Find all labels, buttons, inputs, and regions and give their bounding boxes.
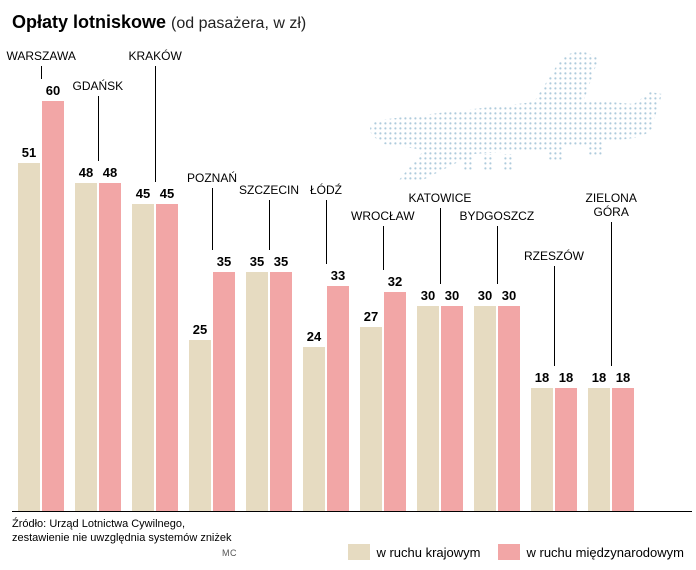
swatch-miedz: [498, 544, 520, 560]
bar-krajowy: 30: [474, 306, 496, 511]
bar-chart: 5160WARSZAWA4848GDAŃSK4545KRAKÓW2535POZN…: [12, 42, 692, 512]
bar-group: 2732: [360, 42, 406, 512]
bar-value: 51: [18, 145, 40, 160]
bar-value: 33: [327, 268, 349, 283]
bar-value: 30: [498, 288, 520, 303]
leader-line: [269, 200, 270, 250]
bar-miedz: 18: [555, 388, 577, 511]
bar-miedz: 32: [384, 292, 406, 511]
city-label: POZNAŃ: [187, 172, 237, 186]
bar-miedz: 30: [498, 306, 520, 511]
leader-line: [98, 96, 99, 161]
swatch-krajowy: [348, 544, 370, 560]
bar-value: 18: [555, 370, 577, 385]
city-label: RZESZÓW: [524, 250, 584, 264]
bar-value: 48: [99, 165, 121, 180]
leader-line: [611, 222, 612, 366]
bar-krajowy: 35: [246, 272, 268, 511]
bar-value: 24: [303, 329, 325, 344]
credit: MC: [222, 548, 237, 558]
bar-value: 18: [612, 370, 634, 385]
city-label: KATOWICE: [409, 192, 472, 206]
legend-item-miedz: w ruchu międzynarodowym: [498, 544, 684, 560]
chart-title-row: Opłaty lotniskowe (od pasażera, w zł): [0, 0, 696, 33]
bar-group: 5160: [18, 42, 64, 512]
leader-line: [497, 226, 498, 284]
leader-line: [212, 188, 213, 250]
bar-value: 32: [384, 274, 406, 289]
chart-title: Opłaty lotniskowe: [12, 12, 166, 32]
bar-value: 27: [360, 309, 382, 324]
bar-value: 48: [75, 165, 97, 180]
leader-line: [554, 266, 555, 366]
bar-miedz: 33: [327, 286, 349, 512]
city-label: WROCŁAW: [351, 210, 415, 224]
bar-krajowy: 30: [417, 306, 439, 511]
city-label: GDAŃSK: [73, 80, 124, 94]
bar-value: 35: [246, 254, 268, 269]
leader-line: [326, 200, 327, 264]
leader-line: [155, 66, 156, 182]
city-label: WARSZAWA: [7, 50, 76, 64]
bar-group: 2535: [189, 42, 235, 512]
bar-miedz: 30: [441, 306, 463, 511]
legend: w ruchu krajowym w ruchu międzynarodowym: [348, 544, 684, 560]
bar-value: 45: [132, 186, 154, 201]
source-text: Źródło: Urząd Lotnictwa Cywilnego,zestaw…: [12, 518, 684, 546]
leader-line: [383, 226, 384, 270]
bar-value: 18: [588, 370, 610, 385]
bar-krajowy: 24: [303, 347, 325, 511]
city-label: BYDGOSZCZ: [460, 210, 535, 224]
city-label: SZCZECIN: [239, 184, 299, 198]
bar-miedz: 60: [42, 101, 64, 511]
bar-miedz: 48: [99, 183, 121, 511]
chart-area: 5160WARSZAWA4848GDAŃSK4545KRAKÓW2535POZN…: [12, 42, 692, 512]
bar-krajowy: 27: [360, 327, 382, 512]
bar-value: 45: [156, 186, 178, 201]
bar-value: 18: [531, 370, 553, 385]
city-label: ZIELONA GÓRA: [586, 192, 637, 220]
bar-value: 35: [270, 254, 292, 269]
bar-miedz: 18: [612, 388, 634, 511]
bar-krajowy: 18: [588, 388, 610, 511]
bar-miedz: 35: [213, 272, 235, 511]
leader-line: [440, 208, 441, 284]
bar-krajowy: 18: [531, 388, 553, 511]
bar-krajowy: 25: [189, 340, 211, 511]
chart-footer: Źródło: Urząd Lotnictwa Cywilnego,zestaw…: [12, 518, 684, 562]
leader-line: [41, 66, 42, 79]
chart-subtitle: (od pasażera, w zł): [171, 15, 306, 32]
bar-value: 30: [474, 288, 496, 303]
bar-group: 3535: [246, 42, 292, 512]
bar-group: 2433: [303, 42, 349, 512]
bar-value: 60: [42, 83, 64, 98]
legend-item-krajowy: w ruchu krajowym: [348, 544, 480, 560]
bar-value: 30: [417, 288, 439, 303]
bar-value: 35: [213, 254, 235, 269]
bar-value: 25: [189, 322, 211, 337]
bar-miedz: 35: [270, 272, 292, 511]
bar-miedz: 45: [156, 204, 178, 512]
bar-value: 30: [441, 288, 463, 303]
bar-krajowy: 51: [18, 163, 40, 512]
city-label: KRAKÓW: [129, 50, 182, 64]
bar-krajowy: 45: [132, 204, 154, 512]
city-label: ŁÓDŹ: [310, 184, 342, 198]
bar-krajowy: 48: [75, 183, 97, 511]
